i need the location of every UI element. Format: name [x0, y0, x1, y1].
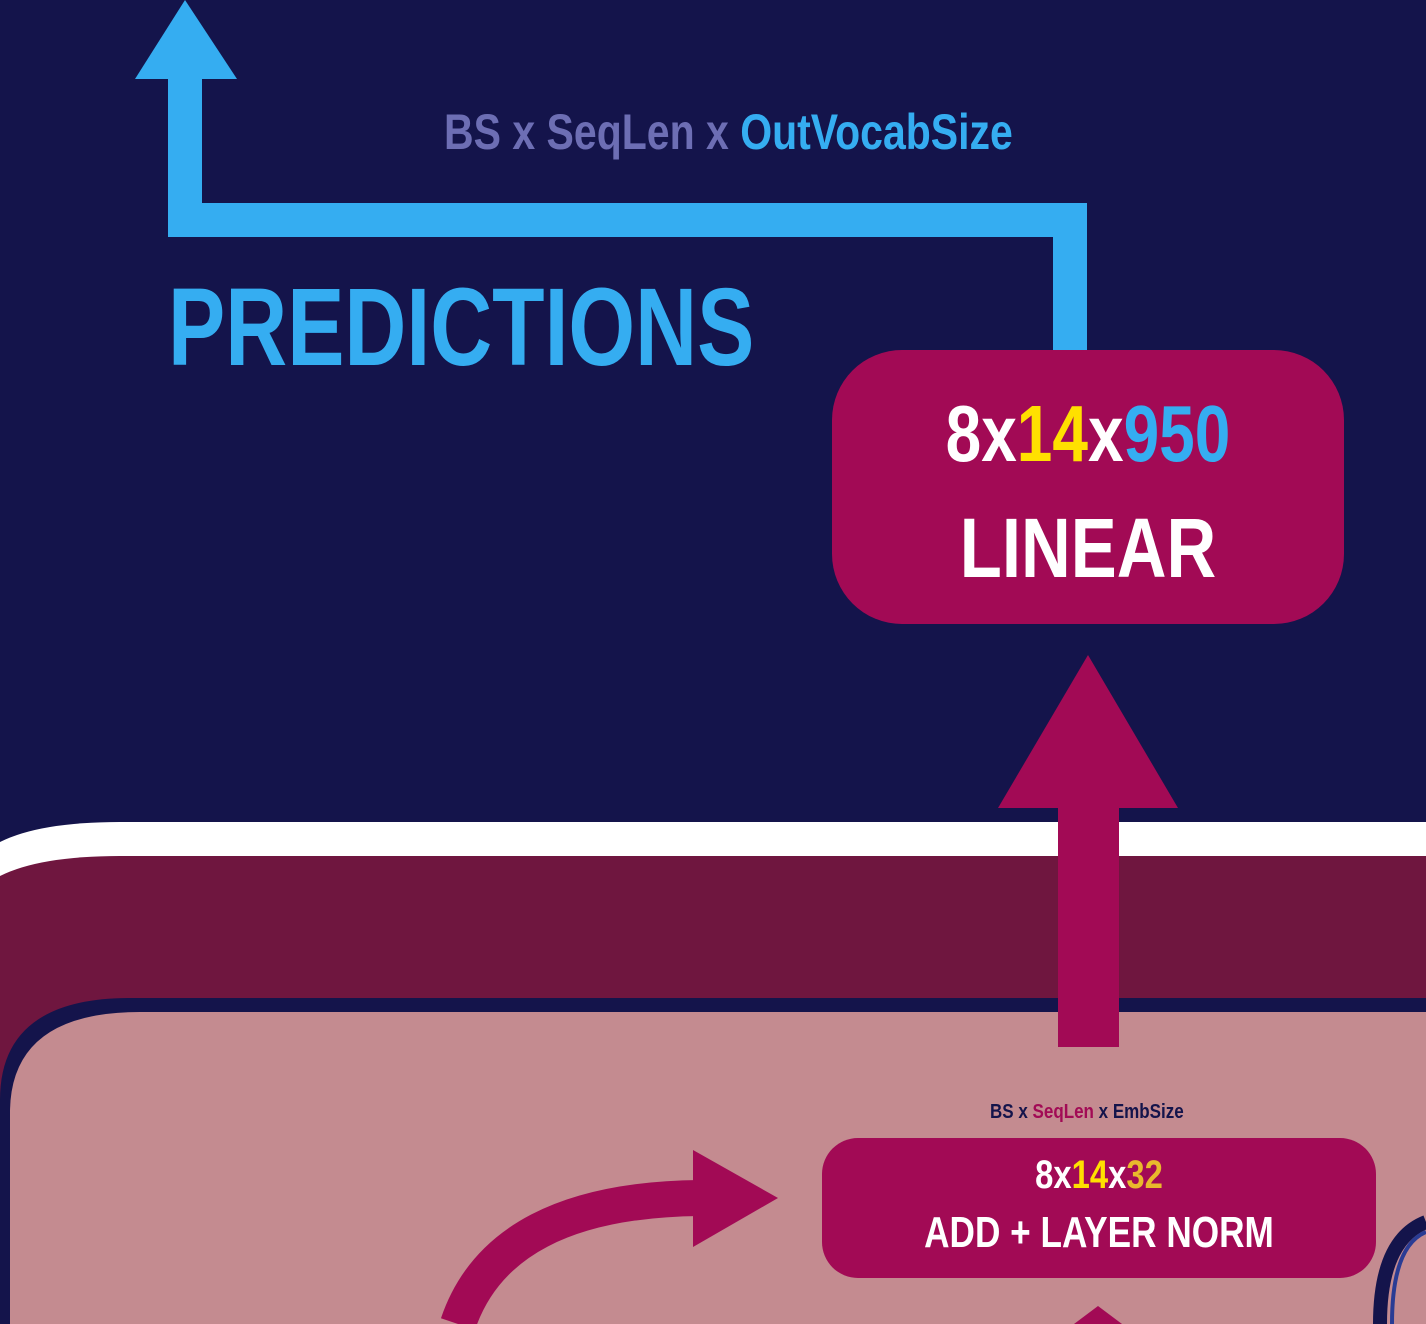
addnorm-dims: 8x14x32 — [872, 1150, 1326, 1200]
addnorm-dim-emb: 32 — [1126, 1153, 1163, 1197]
linear-block: 8x14x950 LINEAR — [832, 350, 1344, 624]
addnorm-label: ADD + LAYER NORM — [924, 1208, 1274, 1257]
output-shape-dims: BS x SeqLen x — [444, 104, 741, 160]
linear-label: LINEAR — [959, 501, 1217, 595]
emb-shape-embsize: x EmbSize — [1093, 1101, 1184, 1123]
output-vocab-size: OutVocabSize — [740, 104, 1013, 160]
lower-arrow-head — [1074, 1306, 1122, 1324]
linear-arrow-shaft — [1058, 805, 1119, 1047]
emb-shape-bs: BS x — [990, 1101, 1033, 1123]
linear-dim-sep: x — [1087, 389, 1124, 478]
output-shape-label: BS x SeqLen x OutVocabSize — [444, 100, 1013, 164]
addnorm-dim-seq: 14 — [1071, 1153, 1109, 1197]
addnorm-dim-sep: x — [1108, 1153, 1127, 1197]
emb-shape-seqlen: SeqLen — [1032, 1101, 1094, 1123]
residual-arrow-head — [693, 1150, 778, 1247]
embedding-shape-label: BS x SeqLen x EmbSize — [990, 1098, 1184, 1126]
add-layer-norm-block: 8x14x32 ADD + LAYER NORM — [822, 1138, 1376, 1278]
right-sub-block-arc — [1373, 1215, 1426, 1324]
predictions-title: PREDICTIONS — [168, 266, 755, 389]
linear-dims: 8x14x950 — [883, 386, 1293, 482]
linear-dim-batch: 8x — [945, 389, 1017, 478]
linear-arrow-head — [998, 655, 1178, 808]
predictions-arrow-line — [168, 75, 1087, 350]
right-sub-block-arc-inner — [1390, 1230, 1426, 1324]
linear-dim-vocab: 950 — [1123, 389, 1231, 478]
residual-arrow-curve — [440, 1180, 701, 1324]
linear-dim-seq: 14 — [1016, 389, 1088, 478]
addnorm-dim-batch: 8x — [1035, 1153, 1072, 1197]
predictions-arrow-head — [135, 0, 237, 79]
